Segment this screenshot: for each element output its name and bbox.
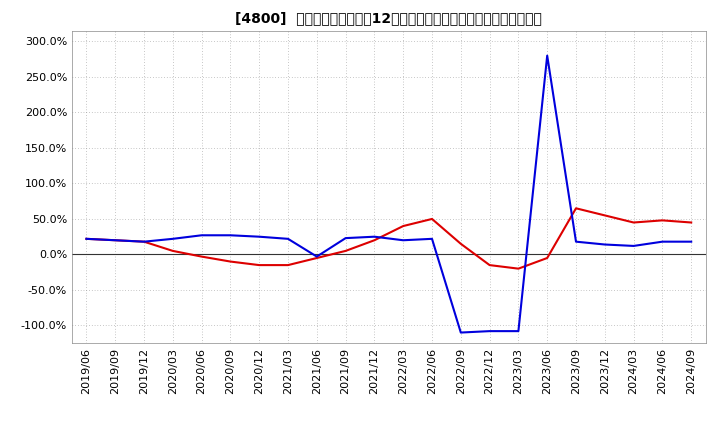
営業CF: [572, 205, 580, 211]
フリーCF: [485, 329, 494, 334]
フリーCF: [284, 236, 292, 242]
フリーCF: [82, 236, 91, 242]
営業CF: [428, 216, 436, 222]
営業CF: [168, 248, 177, 253]
営業CF: [255, 262, 264, 268]
フリーCF: [629, 243, 638, 249]
フリーCF: [255, 234, 264, 239]
営業CF: [485, 262, 494, 268]
フリーCF: [543, 53, 552, 58]
フリーCF: [312, 254, 321, 259]
営業CF: [312, 255, 321, 260]
営業CF: [111, 238, 120, 243]
Line: フリーCF: フリーCF: [86, 55, 691, 333]
フリーCF: [341, 235, 350, 241]
Line: 営業CF: 営業CF: [86, 208, 691, 269]
フリーCF: [197, 233, 206, 238]
フリーCF: [111, 238, 120, 243]
フリーCF: [658, 239, 667, 244]
フリーCF: [226, 233, 235, 238]
営業CF: [341, 248, 350, 253]
フリーCF: [168, 236, 177, 242]
営業CF: [658, 218, 667, 223]
フリーCF: [456, 330, 465, 335]
営業CF: [687, 220, 696, 225]
フリーCF: [572, 239, 580, 244]
Title: [4800]  キャッシュフローの12か月移動合計の対前年同期増減率の推移: [4800] キャッシュフローの12か月移動合計の対前年同期増減率の推移: [235, 11, 542, 26]
営業CF: [226, 259, 235, 264]
フリーCF: [370, 234, 379, 239]
フリーCF: [600, 242, 609, 247]
営業CF: [284, 262, 292, 268]
フリーCF: [687, 239, 696, 244]
営業CF: [370, 238, 379, 243]
フリーCF: [428, 236, 436, 242]
営業CF: [543, 255, 552, 260]
営業CF: [197, 254, 206, 259]
営業CF: [600, 213, 609, 218]
営業CF: [629, 220, 638, 225]
営業CF: [140, 239, 148, 244]
フリーCF: [399, 238, 408, 243]
営業CF: [456, 241, 465, 246]
営業CF: [399, 224, 408, 229]
フリーCF: [140, 239, 148, 244]
フリーCF: [514, 329, 523, 334]
営業CF: [514, 266, 523, 271]
営業CF: [82, 236, 91, 242]
Legend: 営業CF, フリーCF: 営業CF, フリーCF: [299, 437, 479, 440]
